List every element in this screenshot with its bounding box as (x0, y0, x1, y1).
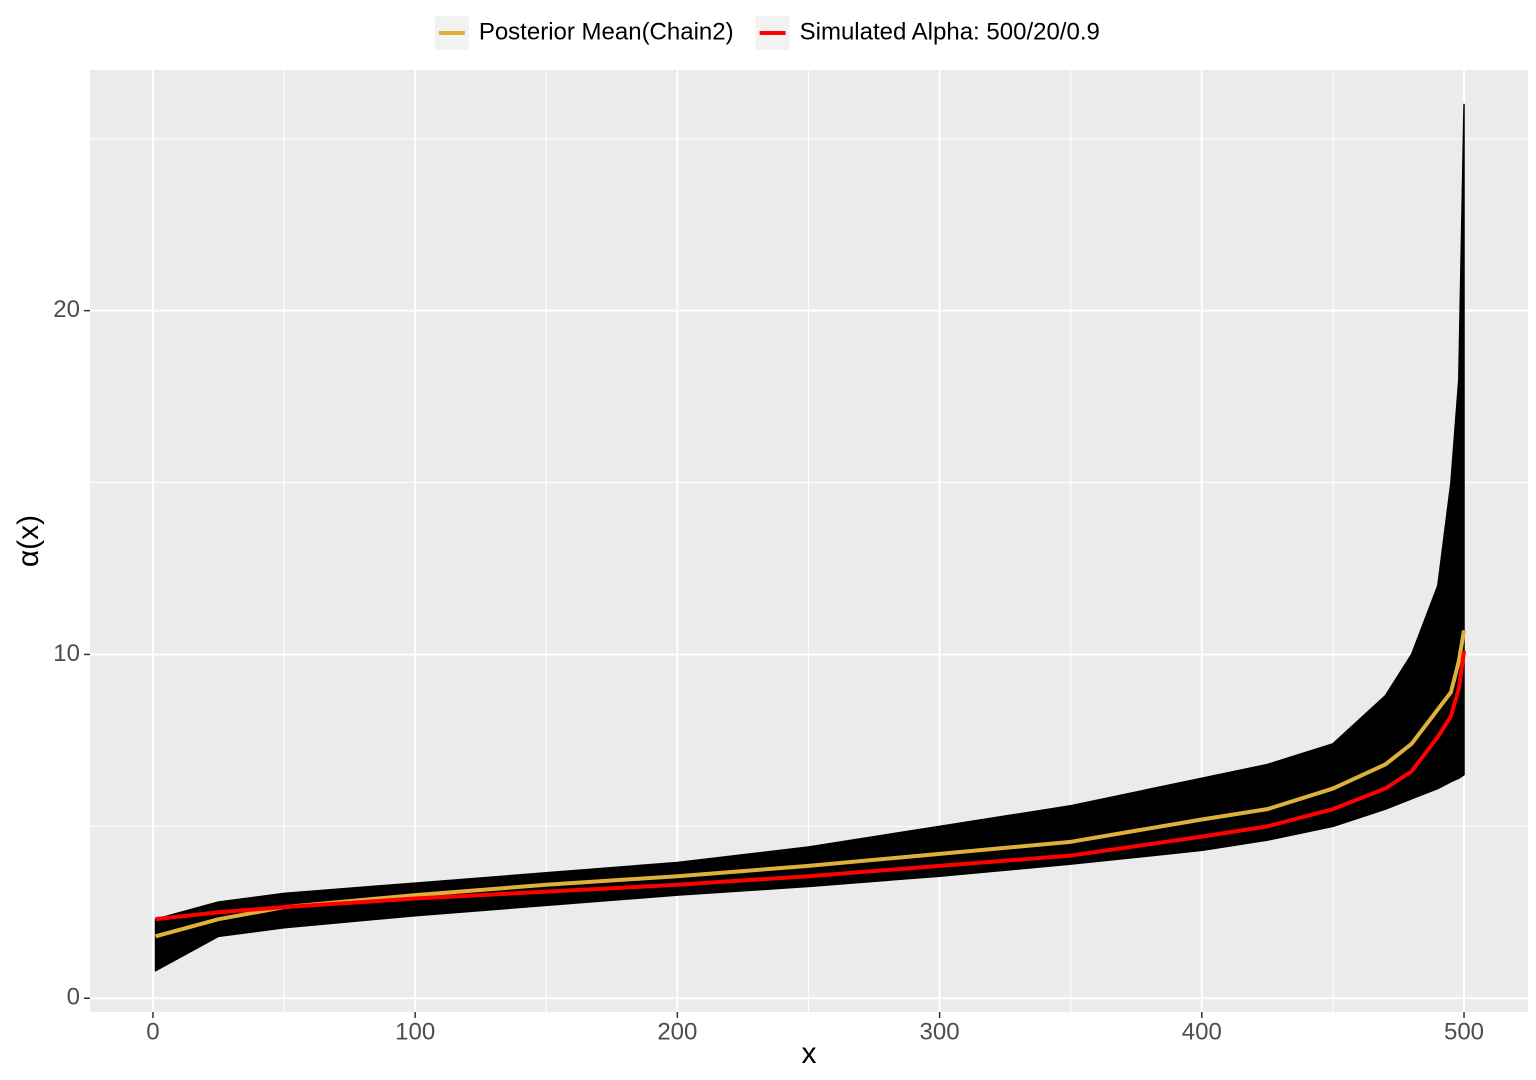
legend-label: Simulated Alpha: 500/20/0.9 (800, 18, 1100, 45)
y-axis-title: α(x) (12, 515, 45, 567)
x-tick-label: 0 (146, 1018, 159, 1045)
legend: Posterior Mean(Chain2) Simulated Alpha: 5… (434, 16, 1100, 50)
x-tick-label: 300 (920, 1018, 960, 1045)
series-line (155, 630, 1466, 939)
x-tick-label: 200 (657, 1018, 697, 1045)
y-tick-label: 20 (53, 296, 80, 323)
x-tick-label: 500 (1444, 1018, 1484, 1045)
marks (154, 103, 1467, 972)
axes: 0 100 200 300 400 500 0 10 20 (53, 296, 1484, 1045)
y-tick-label: 10 (53, 640, 80, 667)
legend-label: Posterior Mean(Chain2) (479, 18, 734, 45)
series-line (155, 650, 1467, 922)
draws-band (154, 103, 1465, 972)
grid (90, 70, 1528, 1012)
x-tick-label: 100 (395, 1018, 435, 1045)
x-axis-title: x (802, 1037, 817, 1070)
x-tick-label: 400 (1182, 1018, 1222, 1045)
y-tick-label: 0 (67, 984, 80, 1011)
